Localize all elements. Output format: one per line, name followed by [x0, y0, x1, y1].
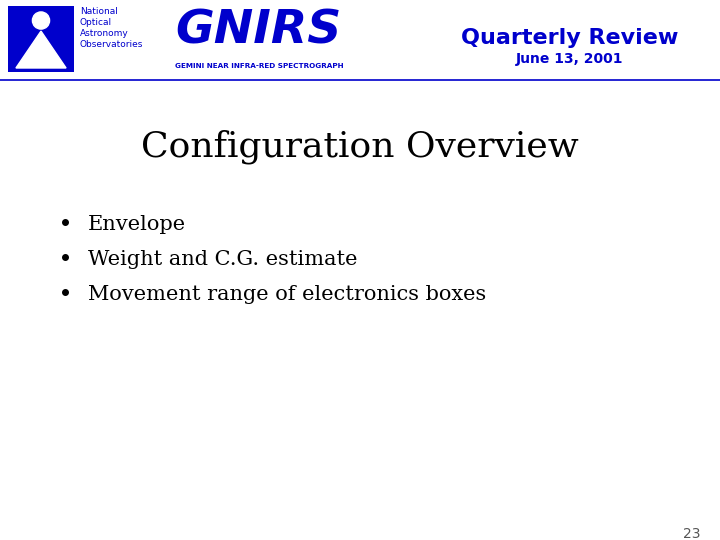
FancyBboxPatch shape [8, 6, 74, 72]
Text: National
Optical
Astronomy
Observatories: National Optical Astronomy Observatories [80, 7, 143, 49]
Text: Envelope: Envelope [88, 215, 186, 234]
Text: Quarterly Review: Quarterly Review [462, 28, 679, 48]
Text: Configuration Overview: Configuration Overview [141, 130, 579, 165]
Text: June 13, 2001: June 13, 2001 [516, 52, 624, 66]
Polygon shape [16, 31, 66, 68]
Circle shape [32, 12, 50, 29]
Text: Movement range of electronics boxes: Movement range of electronics boxes [88, 285, 486, 304]
Text: Weight and C.G. estimate: Weight and C.G. estimate [88, 250, 358, 269]
Text: 23: 23 [683, 527, 700, 540]
Text: GNIRS: GNIRS [175, 8, 341, 53]
Text: GEMINI NEAR INFRA-RED SPECTROGRAPH: GEMINI NEAR INFRA-RED SPECTROGRAPH [175, 63, 343, 69]
